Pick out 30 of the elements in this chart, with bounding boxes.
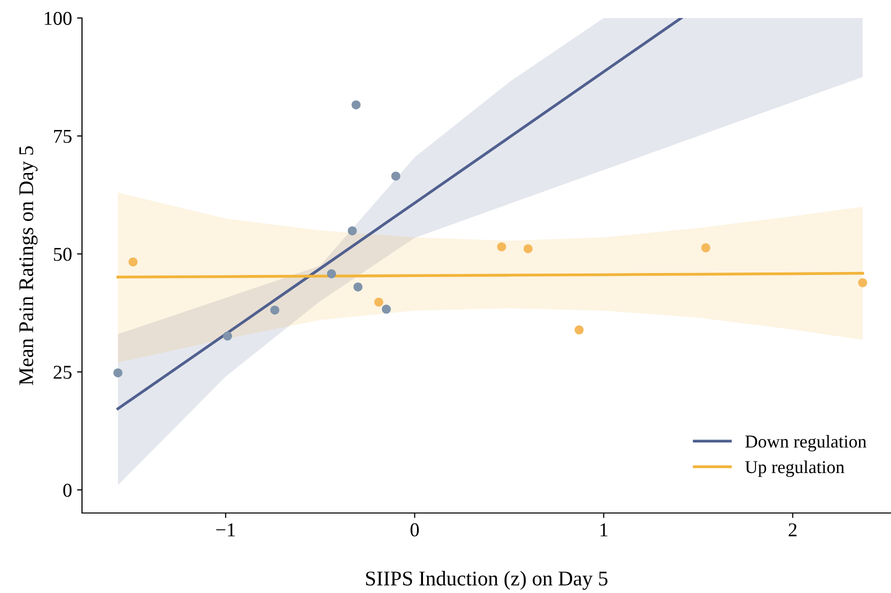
x-axis-title: SIIPS Induction (z) on Day 5 <box>366 570 608 590</box>
x-tick-label: −1 <box>216 523 235 536</box>
point <box>497 242 506 252</box>
point <box>352 100 361 110</box>
y-tick-label: 100 <box>44 12 72 25</box>
point <box>391 172 400 181</box>
point <box>524 244 533 254</box>
legend-label: Up regulation <box>745 460 844 477</box>
point <box>348 226 357 236</box>
point <box>353 282 362 292</box>
point <box>574 325 584 334</box>
point <box>128 257 138 266</box>
y-tick-label: 75 <box>54 130 72 143</box>
point <box>223 332 232 341</box>
x-tick-label: 2 <box>788 523 796 536</box>
y-tick-label: 0 <box>63 484 72 497</box>
point <box>374 298 384 307</box>
x-tick-label: 0 <box>410 523 419 536</box>
line-series <box>116 18 683 410</box>
point <box>382 304 391 314</box>
y-axis-title: Mean Pain Ratings on Day 5 <box>19 146 38 385</box>
point <box>327 269 336 278</box>
point <box>113 368 122 378</box>
x-tick-label: 1 <box>600 523 608 536</box>
y-tick-label: 50 <box>54 248 72 261</box>
point <box>701 243 710 252</box>
legend-label: Down regulation <box>745 434 866 452</box>
point <box>858 278 868 288</box>
y-tick-label: 25 <box>54 366 72 379</box>
point <box>270 306 280 315</box>
